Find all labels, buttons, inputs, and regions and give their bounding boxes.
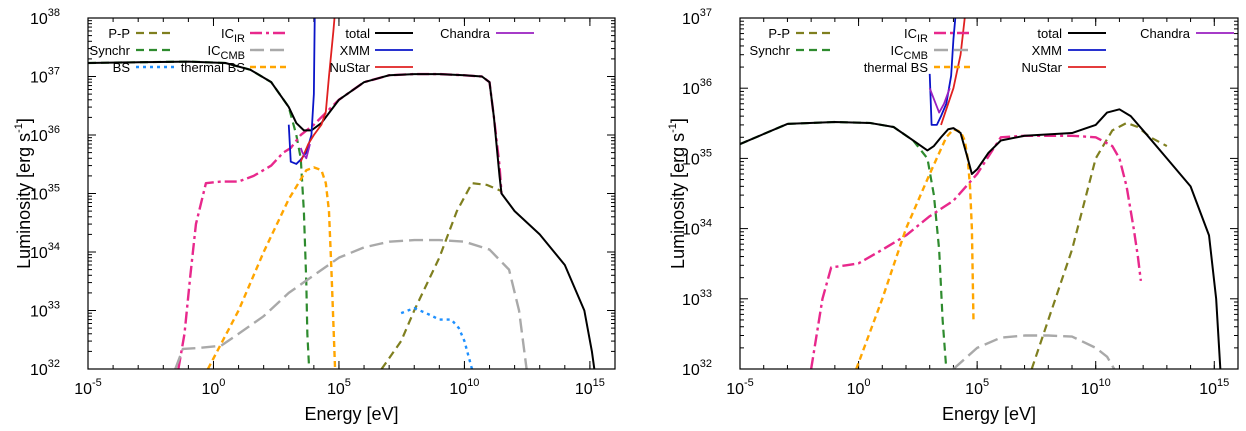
plot-frame — [739, 17, 1239, 370]
y-tick-label: 1033 — [682, 288, 712, 309]
series-line-ic-ir — [809, 134, 1143, 369]
legend-label: ICIR — [904, 26, 928, 45]
legend-label: total — [1037, 26, 1062, 41]
series-line-synchr — [88, 60, 311, 369]
x-axis-title: Energy [eV] — [304, 404, 398, 424]
series-line-bs — [400, 306, 474, 369]
minor-ticks — [87, 18, 616, 369]
y-tick-label: 1032 — [682, 358, 712, 379]
y-tick-label: 1037 — [682, 7, 712, 28]
series-line-ic-ir — [177, 72, 503, 369]
x-tick-label: 1015 — [1199, 377, 1229, 398]
legend-label: Chandra — [1140, 26, 1191, 41]
y-tick-label: 1036 — [30, 124, 60, 145]
legend-item-ic-cmb: ICCMB — [891, 43, 972, 62]
series-line-ic-cmb — [174, 238, 528, 369]
series-line-p-p — [1030, 121, 1168, 369]
series-line-nustar — [940, 18, 966, 126]
legend-label: Synchr — [750, 43, 791, 58]
series-line-chandra — [299, 143, 311, 160]
legend-label: XMM — [340, 43, 370, 58]
y-tick-label: 1034 — [30, 241, 60, 262]
series-line-thermal-bs — [855, 128, 975, 369]
legend-item-p-p: P-P — [108, 26, 174, 41]
y-tick-label: 1038 — [30, 7, 60, 28]
legend-item-chandra: Chandra — [1140, 26, 1234, 41]
y-tick-label: 1036 — [682, 77, 712, 98]
y-tick-label: 1035 — [30, 183, 60, 204]
series-line-chandra — [928, 87, 951, 114]
x-axis-title: Energy [eV] — [942, 404, 1036, 424]
legend-item-thermal-bs: thermal BS — [864, 60, 972, 75]
legend-label: total — [345, 26, 370, 41]
legend-label: Synchr — [90, 43, 131, 58]
x-tick-label: 105 — [965, 377, 989, 398]
legend-label: ICCMB — [208, 43, 245, 62]
legend-label: thermal BS — [864, 60, 929, 75]
legend-label: Chandra — [440, 26, 491, 41]
y-tick-label: 1032 — [30, 358, 60, 379]
x-tick-label: 105 — [327, 377, 351, 398]
left-panel: 10-5 100 105 1010 1015 1032 1033 1034 1035 1036 10… — [13, 7, 616, 424]
plot-frame — [87, 17, 616, 370]
x-tick-label: 1010 — [449, 377, 479, 398]
legend-item-chandra: Chandra — [440, 26, 534, 41]
legend-item-synchr: Synchr — [90, 43, 174, 58]
legend-item-synchr: Synchr — [750, 43, 834, 58]
legend-label: P-P — [768, 26, 790, 41]
legend-item-xmm: XMM — [340, 43, 413, 58]
x-tick-label: 1010 — [1081, 377, 1111, 398]
legend-item-ic-ir: ICIR — [221, 26, 288, 45]
minor-ticks — [739, 18, 1239, 369]
legend-item-total: total — [345, 26, 413, 41]
series-group — [740, 18, 1222, 369]
right-panel: 10-5 100 105 1010 1015 1032 1033 1034 1035 1036 10… — [667, 7, 1239, 424]
y-tick-label: 1033 — [30, 300, 60, 321]
y-tick-label: 1034 — [682, 218, 712, 239]
series-group — [88, 18, 596, 369]
series-line-xmm — [928, 18, 957, 126]
legend-label: NuStar — [1022, 60, 1063, 75]
series-line-thermal-bs — [206, 166, 337, 369]
series-line-total — [740, 108, 1222, 369]
legend-label: ICCMB — [891, 43, 928, 62]
legend-label: BS — [113, 60, 131, 75]
legend-item-ic-cmb: ICCMB — [208, 43, 288, 62]
legend-item-xmm: XMM — [1032, 43, 1106, 58]
legend-item-total: total — [1037, 26, 1106, 41]
series-line-ic-cmb — [952, 334, 1116, 369]
legend-label: P-P — [108, 26, 130, 41]
x-tick-label: 10-5 — [74, 377, 102, 398]
legend-item-p-p: P-P — [768, 26, 834, 41]
series-line-total — [88, 60, 596, 369]
legend-item-thermal-bs: thermal BS — [181, 60, 288, 75]
y-axis-title: Luminosity [erg s-1] — [667, 118, 688, 269]
series-line-p-p — [380, 182, 502, 369]
x-tick-label: 10-5 — [726, 377, 754, 398]
series-line-synchr — [740, 120, 948, 369]
y-tick-label: 1035 — [682, 147, 712, 168]
x-tick-label: 1015 — [575, 377, 605, 398]
legend-item-nustar: NuStar — [1022, 60, 1106, 75]
y-tick-label: 1037 — [30, 66, 60, 87]
series-line-nustar — [299, 18, 336, 163]
legend-item-nustar: NuStar — [330, 60, 413, 75]
legend-label: XMM — [1032, 43, 1062, 58]
legend-label: NuStar — [330, 60, 371, 75]
x-tick-label: 100 — [847, 377, 871, 398]
y-axis-title: Luminosity [erg s-1] — [13, 118, 34, 269]
legend-label: thermal BS — [181, 60, 246, 75]
legend-label: ICIR — [221, 26, 245, 45]
legend-item-ic-ir: ICIR — [904, 26, 972, 45]
x-tick-label: 100 — [202, 377, 226, 398]
legend-item-bs: BS — [113, 60, 174, 75]
